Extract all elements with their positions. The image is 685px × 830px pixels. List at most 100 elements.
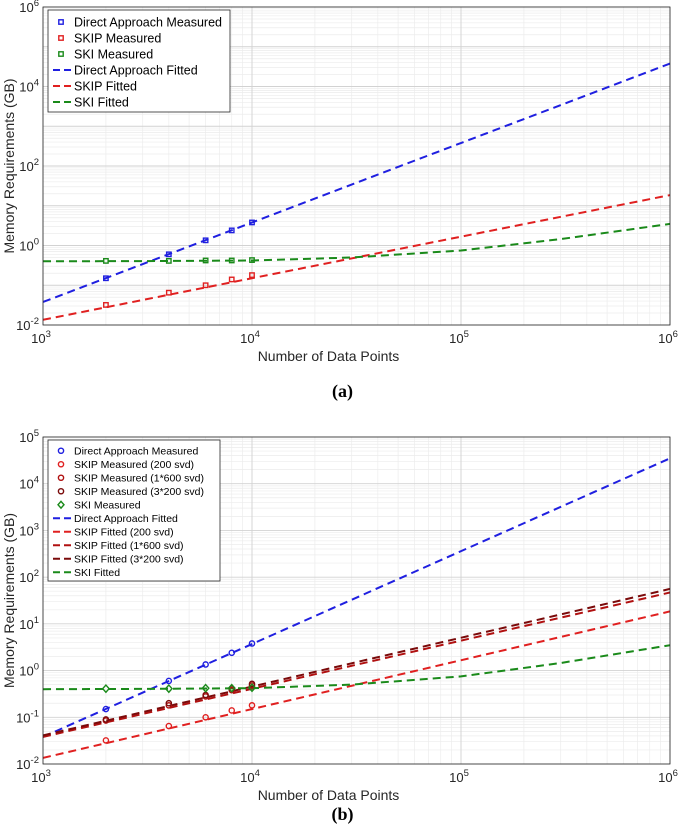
data-point bbox=[249, 272, 255, 279]
data-point bbox=[228, 257, 235, 264]
data-point bbox=[165, 722, 173, 730]
y-axis-label: Memory Requirements (GB) bbox=[1, 78, 17, 253]
legend-label: SKI Fitted bbox=[74, 567, 120, 579]
y-tick-label: 104 bbox=[19, 78, 39, 95]
legend-label: SKI Measured bbox=[74, 500, 141, 512]
data-point bbox=[202, 713, 209, 721]
series-line-6 bbox=[43, 610, 670, 759]
data-layer bbox=[43, 457, 670, 759]
chart-b: 103 104 105 106 10-2 10-1 100 101 102 103 104 105 Nu… bbox=[1, 428, 678, 803]
data-point bbox=[228, 649, 236, 657]
legend-marker-swatch bbox=[58, 19, 64, 25]
data-point bbox=[165, 257, 172, 264]
legend-label: SKIP Fitted bbox=[74, 80, 137, 94]
y-tick-label: 102 bbox=[19, 157, 39, 174]
series-line-8 bbox=[43, 587, 670, 737]
data-point bbox=[165, 677, 173, 685]
data-point bbox=[102, 705, 110, 713]
legend-marker-swatch bbox=[57, 474, 65, 482]
data-layer bbox=[43, 62, 670, 321]
data-point bbox=[228, 707, 236, 714]
series-line-5 bbox=[43, 457, 670, 738]
x-axis-label: Number of Data Points bbox=[258, 787, 400, 803]
data-point bbox=[227, 683, 236, 693]
legend-label: SKIP Fitted (3*200 svd) bbox=[74, 554, 184, 566]
data-point bbox=[103, 257, 109, 264]
legend-marker-swatch bbox=[58, 35, 64, 41]
data-point bbox=[165, 289, 172, 296]
data-point bbox=[165, 699, 173, 707]
legend-label: Direct Approach Fitted bbox=[74, 513, 178, 525]
legend-label: SKIP Measured bbox=[74, 32, 161, 46]
x-tick-label: 105 bbox=[449, 768, 469, 785]
x-tick-label: 104 bbox=[240, 329, 260, 346]
y-tick-label: 10-2 bbox=[16, 755, 39, 772]
series-line-3 bbox=[43, 62, 670, 303]
data-point bbox=[228, 276, 235, 283]
y-tick-label: 100 bbox=[19, 237, 39, 254]
axes-frame bbox=[42, 6, 671, 326]
y-tick-label: 10-1 bbox=[16, 708, 39, 725]
y-tick-label: 106 bbox=[19, 0, 39, 15]
data-point bbox=[165, 251, 172, 258]
legend-label: Direct Approach Fitted bbox=[74, 64, 198, 78]
legend-label: SKI Measured bbox=[74, 48, 153, 62]
legend-label: SKIP Fitted (1*600 svd) bbox=[74, 540, 184, 552]
series-line-7 bbox=[43, 591, 670, 738]
data-point bbox=[164, 684, 173, 694]
data-point bbox=[202, 237, 209, 244]
y-tick-label: 101 bbox=[19, 615, 39, 632]
x-axis-label: Number of Data Points bbox=[258, 348, 400, 364]
caption-b: (b) bbox=[331, 804, 354, 824]
data-point bbox=[248, 702, 256, 709]
data-point bbox=[101, 684, 111, 694]
chart-a: 103 104 105 106 10-2 100 102 104 106 Number of Da… bbox=[1, 0, 678, 364]
x-tick-label: 103 bbox=[31, 768, 51, 785]
legend-box bbox=[47, 9, 231, 113]
data-point bbox=[202, 257, 209, 264]
legend: Direct Approach Measured SKIP Measured SKI… bbox=[47, 9, 231, 113]
x-tick-label: 106 bbox=[658, 768, 678, 785]
y-tick-label: 103 bbox=[19, 521, 39, 538]
y-tick-label: 104 bbox=[19, 475, 39, 492]
legend-label: SKIP Fitted (200 svd) bbox=[74, 527, 174, 539]
x-tick-label: 103 bbox=[31, 329, 51, 346]
legend-box bbox=[47, 439, 221, 582]
data-point bbox=[248, 640, 256, 647]
legend-label: Direct Approach Measured bbox=[74, 16, 222, 30]
legend-label: SKI Fitted bbox=[74, 96, 129, 110]
data-point bbox=[103, 275, 109, 282]
data-point bbox=[201, 683, 210, 693]
legend-marker-swatch bbox=[57, 447, 65, 455]
y-tick-label: 10-2 bbox=[16, 316, 39, 333]
data-point bbox=[102, 716, 110, 723]
legend-label: Direct Approach Measured bbox=[74, 446, 198, 458]
data-point bbox=[249, 257, 255, 263]
data-point bbox=[248, 680, 256, 688]
data-point bbox=[247, 683, 257, 693]
y-axis-label: Memory Requirements (GB) bbox=[1, 513, 17, 688]
data-point bbox=[103, 302, 109, 308]
legend-label: SKIP Measured (200 svd) bbox=[74, 459, 194, 471]
caption-a: (a) bbox=[332, 381, 353, 401]
legend-marker-swatch bbox=[57, 487, 65, 495]
axes-frame bbox=[42, 436, 671, 765]
y-tick-label: 100 bbox=[19, 662, 39, 679]
data-point bbox=[249, 219, 255, 226]
legend-marker-swatch bbox=[58, 51, 64, 57]
data-point bbox=[102, 737, 110, 744]
x-tick-label: 105 bbox=[449, 329, 469, 346]
y-tick-label: 105 bbox=[19, 428, 39, 445]
data-point bbox=[202, 661, 209, 668]
data-point bbox=[202, 282, 209, 289]
legend-label: SKIP Measured (1*600 svd) bbox=[74, 473, 204, 485]
x-tick-label: 104 bbox=[240, 768, 260, 785]
legend-label: SKIP Measured (3*200 svd) bbox=[74, 486, 204, 498]
y-tick-label: 102 bbox=[19, 568, 39, 585]
data-point bbox=[165, 702, 173, 709]
x-tick-label: 106 bbox=[658, 329, 678, 346]
legend-marker-swatch bbox=[57, 500, 65, 510]
data-point bbox=[228, 227, 235, 234]
